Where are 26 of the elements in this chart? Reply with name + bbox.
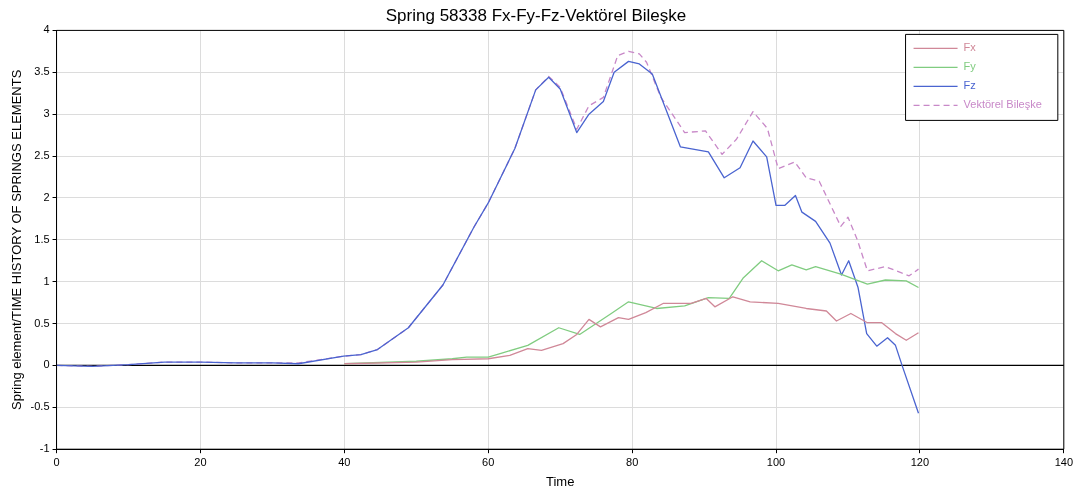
y-tick-label: 0	[43, 358, 50, 371]
x-tick-label: 0	[53, 455, 60, 468]
y-tick-label: 2.5	[34, 149, 50, 162]
x-axis-title: Time	[545, 473, 575, 489]
chart-title: Spring 58338 Fx-Fy-Fz-Vektörel Bileşke	[385, 5, 687, 25]
y-tick-label: 2	[43, 190, 50, 203]
y-tick-label: -0.5	[30, 400, 50, 413]
x-tick-label: 140	[1054, 455, 1073, 468]
y-tick-label: 3.5	[34, 65, 50, 78]
y-tick-label: 4	[43, 23, 50, 36]
x-tick-label: 100	[766, 455, 786, 468]
x-tick-label: 120	[910, 455, 930, 468]
x-tick-label: 80	[626, 455, 639, 468]
legend-label: Fy	[963, 60, 977, 73]
y-axis-title: Spring element/TIME HISTORY OF SPRINGS ELEMENTS	[9, 69, 25, 410]
y-tick-label: 3	[43, 107, 50, 120]
y-tick-label: 1	[43, 274, 50, 287]
y-tick-label: 1.5	[34, 232, 50, 245]
x-tick-label: 40	[338, 455, 351, 468]
y-tick-label: -1	[39, 442, 50, 455]
legend-label: Vektörel Bileşke	[963, 98, 1042, 111]
y-tick-label: 0.5	[34, 316, 50, 329]
legend-label: Fz	[963, 79, 976, 92]
x-tick-label: 60	[482, 455, 495, 468]
legend-label: Fx	[963, 41, 977, 54]
x-tick-label: 20	[194, 455, 207, 468]
